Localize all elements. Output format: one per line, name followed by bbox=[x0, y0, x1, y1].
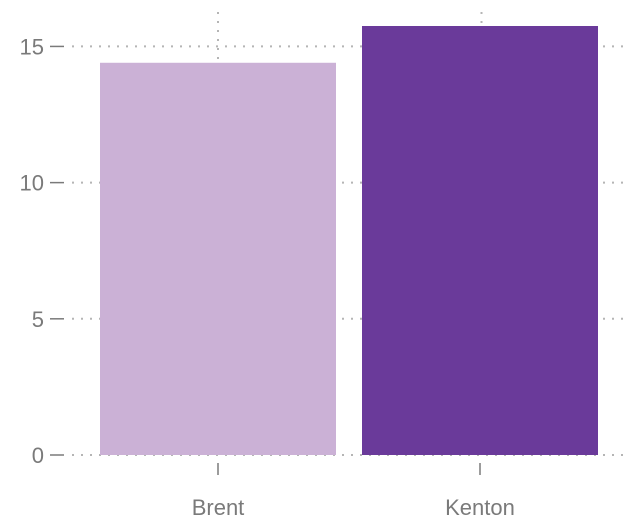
x-tick-label: Brent bbox=[192, 495, 245, 518]
y-tick-label: 0 bbox=[32, 443, 44, 468]
axes: 0 5 10 15 Brent Kenton bbox=[20, 34, 515, 518]
y-tick-label: 5 bbox=[32, 307, 44, 332]
x-tick-label: Kenton bbox=[445, 495, 515, 518]
y-tick-label: 15 bbox=[20, 34, 44, 59]
bars bbox=[100, 26, 598, 456]
bar-kenton bbox=[362, 26, 598, 455]
bar-brent bbox=[100, 62, 336, 456]
y-tick-label: 10 bbox=[20, 171, 44, 196]
